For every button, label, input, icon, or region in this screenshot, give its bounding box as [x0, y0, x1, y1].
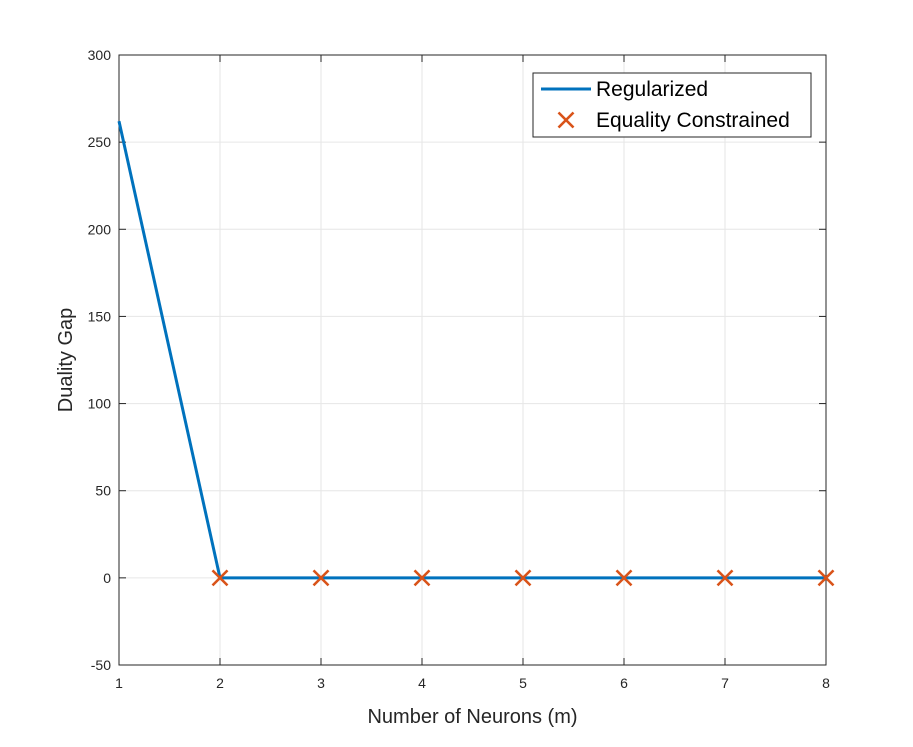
data-point-equality-constrained — [615, 569, 633, 587]
y-tick-label: 0 — [103, 570, 111, 586]
grid-lines — [118, 54, 827, 666]
data-point-equality-constrained — [211, 569, 229, 587]
data-point-equality-constrained — [716, 569, 734, 587]
x-tick-label: 2 — [216, 675, 224, 691]
legend-label: Regularized — [596, 78, 708, 101]
plot-area-frame — [118, 54, 827, 666]
y-tick-label: 50 — [95, 483, 111, 499]
x-tick-label: 3 — [317, 675, 325, 691]
y-axis-label: Duality Gap — [55, 308, 77, 413]
y-tick-label: 150 — [88, 308, 112, 324]
y-tick-label: -50 — [91, 657, 111, 673]
x-axis-label: Number of Neurons (m) — [367, 706, 577, 728]
data-point-equality-constrained — [817, 569, 835, 587]
legend-x-marker-swatch — [557, 111, 575, 129]
x-tick-label: 6 — [620, 675, 628, 691]
x-tick-label: 1 — [115, 675, 123, 691]
legend-box — [532, 72, 812, 138]
y-tick-label: 200 — [88, 221, 112, 237]
x-tick-label: 5 — [519, 675, 527, 691]
y-tick-label: 300 — [88, 47, 112, 63]
x-tick-label: 8 — [822, 675, 830, 691]
axis-ticks: 1 2 3 4 5 6 7 8 -50 0 50 100 150 200 250 300 — [88, 47, 830, 691]
legend: Regularized Equality Constrained — [532, 72, 812, 138]
x-tick-label: 4 — [418, 675, 426, 691]
data-point-equality-constrained — [514, 569, 532, 587]
legend-label: Equality Constrained — [596, 109, 790, 132]
y-tick-label: 100 — [88, 396, 112, 412]
data-point-equality-constrained — [312, 569, 330, 587]
data-point-equality-constrained — [413, 569, 431, 587]
data-series — [117, 120, 835, 587]
x-tick-label: 7 — [721, 675, 729, 691]
series-line-regularized — [117, 120, 826, 580]
y-tick-label: 250 — [88, 134, 112, 150]
